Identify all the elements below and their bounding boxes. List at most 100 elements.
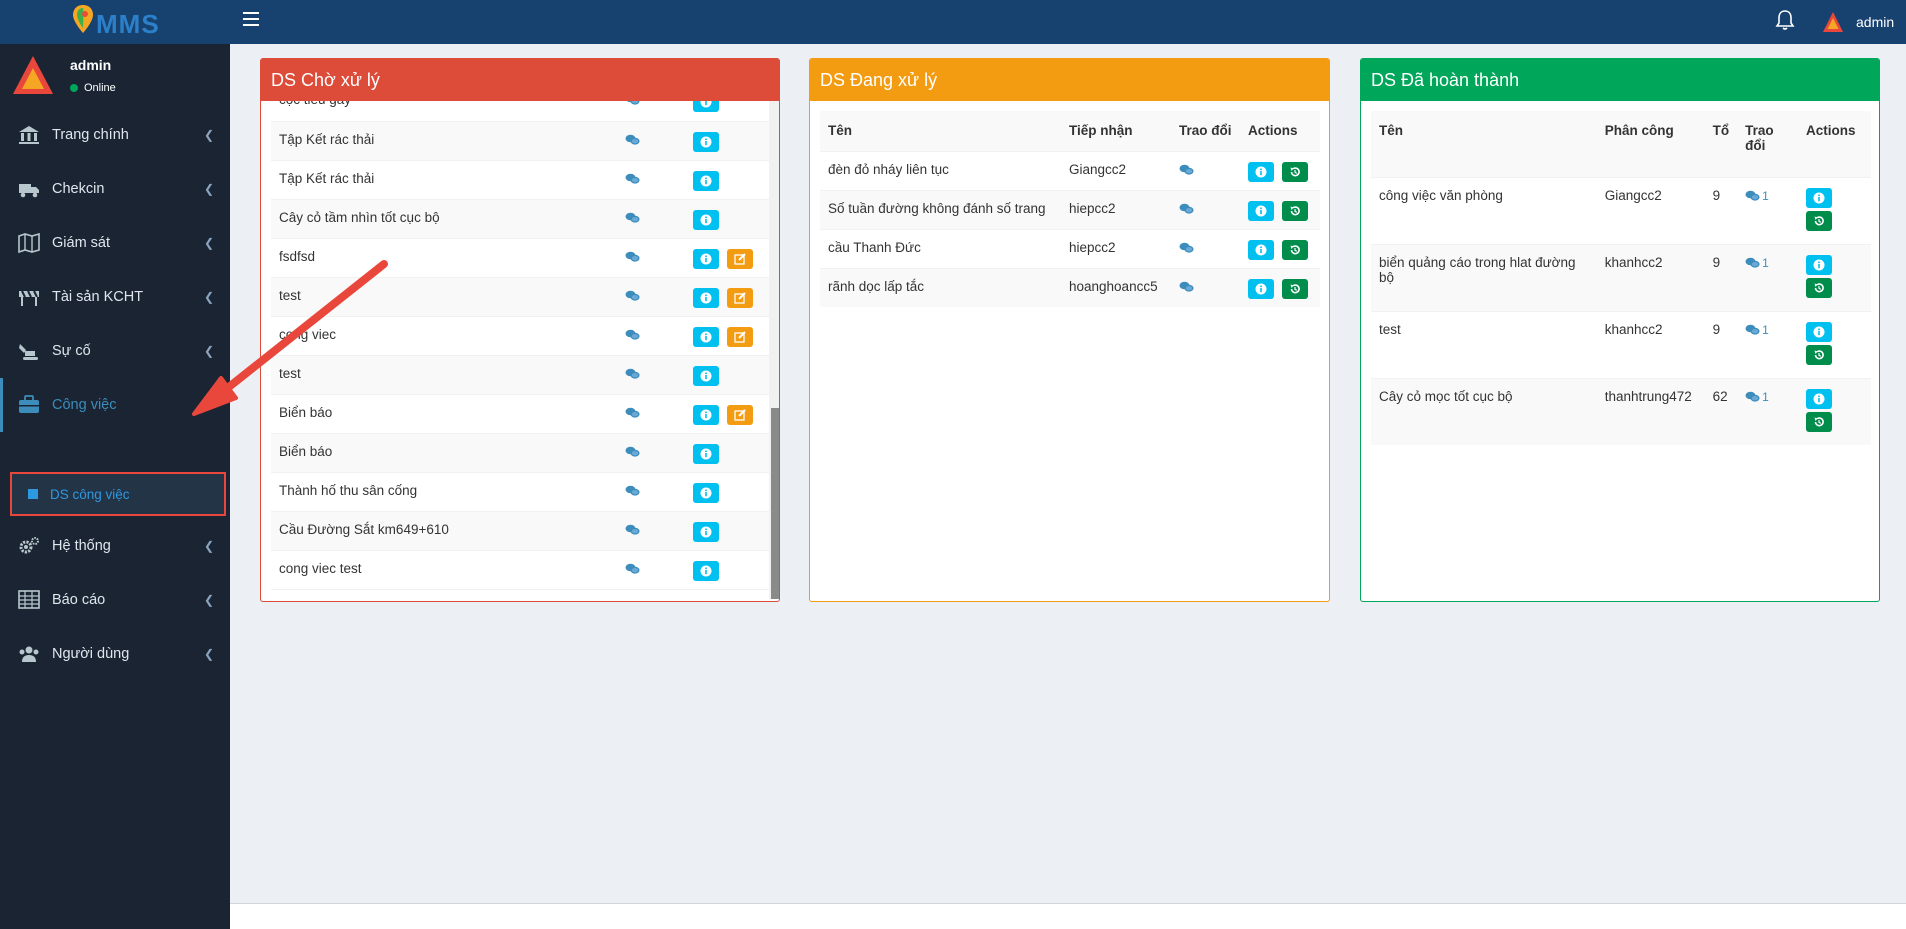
- comments-icon[interactable]: [1179, 164, 1194, 176]
- info-button[interactable]: [693, 170, 719, 191]
- sidebar-item-nguoi-dung[interactable]: Người dùng ❮: [0, 627, 230, 681]
- edit-button[interactable]: [726, 287, 753, 308]
- sidebar-item-tai-san-kcht[interactable]: Tài sản KCHT ❮: [0, 270, 230, 324]
- comments-icon[interactable]: [1745, 324, 1760, 336]
- table-row: Biển báo: [271, 433, 769, 473]
- info-button[interactable]: [693, 521, 719, 542]
- chat-cell: [617, 101, 685, 122]
- actions-cell: [685, 121, 769, 161]
- info-button[interactable]: [1248, 200, 1274, 221]
- actions-cell: [685, 472, 769, 512]
- info-button[interactable]: [693, 443, 719, 464]
- restore-button[interactable]: [1806, 344, 1833, 365]
- edit-icon: [734, 330, 746, 343]
- chat-count[interactable]: 1: [1762, 255, 1769, 270]
- comments-icon[interactable]: [625, 290, 640, 302]
- comments-icon[interactable]: [625, 251, 640, 263]
- bell-icon[interactable]: [1775, 9, 1795, 31]
- comments-icon[interactable]: [625, 485, 640, 497]
- info-button[interactable]: [1806, 187, 1833, 208]
- actions-cell: [685, 199, 769, 239]
- info-button[interactable]: [1806, 321, 1833, 342]
- sidebar-item-trang-chinh[interactable]: Trang chính ❮: [0, 108, 230, 162]
- info-button[interactable]: [1248, 278, 1274, 299]
- restore-button[interactable]: [1281, 239, 1308, 260]
- table-icon: [18, 590, 40, 609]
- comments-icon[interactable]: [1745, 190, 1760, 202]
- chat-count[interactable]: 1: [1762, 322, 1769, 337]
- history-icon: [1290, 244, 1300, 254]
- comments-icon[interactable]: [625, 446, 640, 458]
- sidebar-item-cong-viec[interactable]: Công việc: [0, 378, 230, 432]
- assignee: thanhtrung472: [1596, 377, 1705, 445]
- edit-button[interactable]: [726, 404, 753, 425]
- actions-cell: [685, 316, 769, 356]
- app-logo[interactable]: MMS: [60, 2, 230, 42]
- info-button[interactable]: [693, 131, 719, 152]
- edit-button[interactable]: [726, 326, 753, 347]
- info-button[interactable]: [693, 482, 719, 503]
- chat-count[interactable]: 1: [1762, 188, 1769, 203]
- info-button[interactable]: [1248, 239, 1274, 260]
- restore-button[interactable]: [1281, 278, 1308, 299]
- info-button[interactable]: [1248, 161, 1274, 182]
- restore-button[interactable]: [1281, 200, 1308, 221]
- comments-icon[interactable]: [625, 212, 640, 224]
- task-name: cọc tiêu gãy: [271, 101, 617, 122]
- task-name: biển quảng cáo trong hlat đường bộ: [1371, 243, 1597, 311]
- comments-icon[interactable]: [625, 524, 640, 536]
- comments-icon[interactable]: [1179, 242, 1194, 254]
- comments-icon[interactable]: [625, 563, 640, 575]
- restore-button[interactable]: [1806, 411, 1833, 432]
- sidebar-subitem-ds-cong-viec[interactable]: DS công việc: [10, 472, 226, 516]
- info-button[interactable]: [693, 560, 719, 581]
- comments-icon[interactable]: [625, 407, 640, 419]
- info-button[interactable]: [1806, 254, 1833, 275]
- info-button[interactable]: [693, 101, 719, 112]
- pending-scrollbar[interactable]: [769, 101, 779, 599]
- scrollbar-thumb[interactable]: [771, 408, 779, 599]
- table-row: Biển báo: [271, 394, 769, 434]
- chat-count[interactable]: 1: [1762, 389, 1769, 404]
- sidebar-item-chekcin[interactable]: Chekcin ❮: [0, 162, 230, 216]
- user-menu[interactable]: admin: [1822, 8, 1894, 36]
- sidebar-item-he-thong[interactable]: Hệ thống ❮: [0, 519, 230, 573]
- table-row: Thành hố thu sân cống: [271, 472, 769, 512]
- info-button[interactable]: [693, 209, 719, 230]
- avatar: [13, 56, 53, 94]
- sidebar-item-su-co[interactable]: Sự cố ❮: [0, 324, 230, 378]
- info-button[interactable]: [693, 287, 719, 308]
- comments-icon[interactable]: [1179, 203, 1194, 215]
- info-button[interactable]: [1806, 388, 1833, 409]
- comments-icon[interactable]: [625, 329, 640, 341]
- restore-button[interactable]: [1806, 210, 1833, 231]
- info-button[interactable]: [693, 404, 719, 425]
- restore-button[interactable]: [1806, 277, 1833, 298]
- comments-icon[interactable]: [1179, 281, 1194, 293]
- comments-icon[interactable]: [1745, 391, 1760, 403]
- actions-cell: [1240, 228, 1320, 268]
- sidebar-toggle-button[interactable]: [243, 12, 259, 26]
- restore-button[interactable]: [1281, 161, 1308, 182]
- sidebar-item-giam-sat[interactable]: Giám sát ❮: [0, 216, 230, 270]
- bank-icon: [19, 126, 39, 144]
- edit-button[interactable]: [726, 248, 753, 269]
- info-button[interactable]: [693, 248, 719, 269]
- edit-icon: [734, 408, 746, 421]
- info-button[interactable]: [693, 365, 719, 386]
- comments-icon[interactable]: [1745, 257, 1760, 269]
- comments-icon[interactable]: [625, 368, 640, 380]
- footer-divider: [230, 903, 1906, 904]
- assignee: khanhcc2: [1596, 310, 1705, 378]
- comments-icon[interactable]: [625, 173, 640, 185]
- info-button[interactable]: [693, 326, 719, 347]
- chat-cell: [617, 355, 685, 395]
- comments-icon[interactable]: [625, 134, 640, 146]
- comments-icon[interactable]: [625, 101, 640, 106]
- column-header: Trao đổi: [1179, 123, 1232, 138]
- pending-panel: DS Chờ xử lý cọc tiêu gãyTập Kết rác thả…: [260, 58, 780, 602]
- sidebar-item-bao-cao[interactable]: Báo cáo ❮: [0, 573, 230, 627]
- actions-cell: [685, 238, 769, 278]
- footer: [230, 904, 1906, 929]
